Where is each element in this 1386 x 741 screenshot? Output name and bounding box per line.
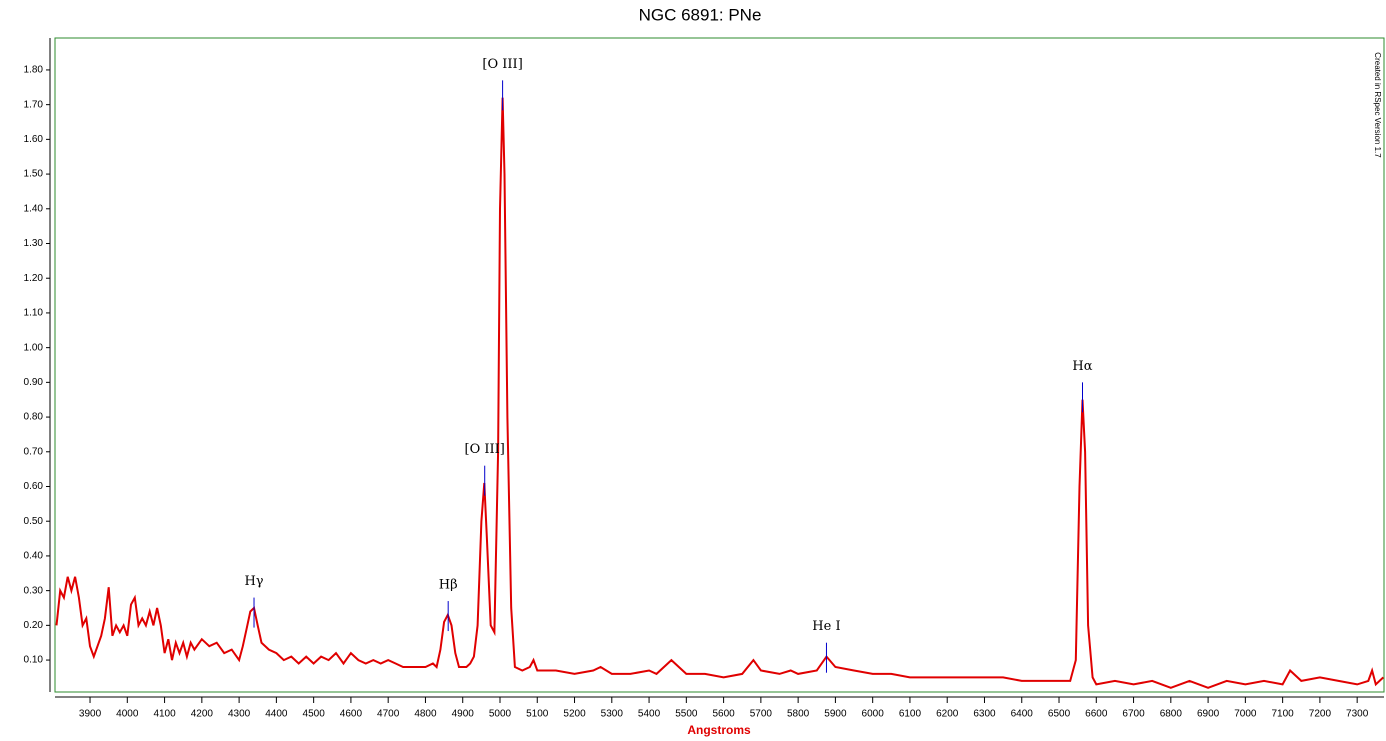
x-tick-label: 4700 <box>377 709 400 720</box>
x-tick-label: 6600 <box>1085 709 1108 720</box>
y-tick-label: 0.30 <box>24 585 44 596</box>
x-tick-label: 6200 <box>936 709 959 720</box>
x-tick-label: 5100 <box>526 709 549 720</box>
x-tick-label: 3900 <box>79 709 102 720</box>
y-tick-label: 1.10 <box>24 308 44 319</box>
x-tick-label: 6300 <box>973 709 996 720</box>
x-tick-label: 7300 <box>1346 709 1369 720</box>
x-tick-label: 4600 <box>340 709 363 720</box>
x-tick-label: 6500 <box>1048 709 1071 720</box>
x-tick-label: 4400 <box>265 709 288 720</box>
plot-frame <box>54 37 1385 693</box>
x-tick-label: 7200 <box>1309 709 1332 720</box>
y-tick-label: 0.20 <box>24 620 44 631</box>
x-tick-label: 5900 <box>824 709 847 720</box>
x-tick-label: 4500 <box>303 709 326 720</box>
x-tick-label: 5800 <box>787 709 810 720</box>
x-tick-label: 4800 <box>414 709 437 720</box>
x-tick-label: 5000 <box>489 709 512 720</box>
x-tick-label: 5400 <box>638 709 661 720</box>
line-annotation: Hα <box>1072 359 1092 374</box>
line-annotation: Hγ <box>244 574 263 589</box>
y-tick-label: 1.40 <box>24 203 44 214</box>
x-tick-label: 6700 <box>1122 709 1145 720</box>
y-tick-label: 0.90 <box>24 377 44 388</box>
line-annotation: He I <box>812 619 840 634</box>
x-tick-label: 6000 <box>862 709 885 720</box>
line-annotation: Hβ <box>439 578 458 593</box>
y-tick-label: 1.00 <box>24 342 44 353</box>
y-tick-label: 1.20 <box>24 273 44 284</box>
line-annotation: [O III] <box>482 57 522 72</box>
line-annotation: [O III] <box>465 442 505 457</box>
y-tick-label: 1.60 <box>24 134 44 145</box>
y-tick-label: 1.30 <box>24 238 44 249</box>
x-tick-label: 6100 <box>899 709 922 720</box>
x-tick-label: 7000 <box>1234 709 1257 720</box>
x-tick-label: 6900 <box>1197 709 1220 720</box>
y-tick-label: 1.80 <box>24 65 44 76</box>
x-tick-label: 4000 <box>116 709 139 720</box>
y-tick-label: 0.50 <box>24 516 44 527</box>
x-tick-label: 5600 <box>712 709 735 720</box>
y-tick-label: 1.70 <box>24 99 44 110</box>
x-tick-label: 7100 <box>1272 709 1295 720</box>
y-tick-label: 1.50 <box>24 169 44 180</box>
y-tick-label: 0.80 <box>24 412 44 423</box>
version-note: Created in RSpec Version 1.7 <box>1373 52 1382 158</box>
y-tick-label: 0.60 <box>24 481 44 492</box>
x-tick-label: 5700 <box>750 709 773 720</box>
x-axis-label: Angstroms <box>687 723 751 737</box>
y-tick-label: 0.10 <box>24 655 44 666</box>
x-tick-label: 5200 <box>563 709 586 720</box>
y-tick-label: 0.70 <box>24 446 44 457</box>
x-tick-label: 4100 <box>153 709 176 720</box>
spectrum-line <box>55 97 1384 689</box>
x-tick-label: 4300 <box>228 709 251 720</box>
x-tick-label: 6400 <box>1011 709 1034 720</box>
x-tick-label: 5500 <box>675 709 698 720</box>
chart-title: NGC 6891: PNe <box>639 5 762 24</box>
x-tick-label: 5300 <box>601 709 624 720</box>
x-tick-label: 6800 <box>1160 709 1183 720</box>
x-tick-label: 4900 <box>452 709 475 720</box>
y-tick-label: 0.40 <box>24 551 44 562</box>
x-tick-label: 4200 <box>191 709 214 720</box>
